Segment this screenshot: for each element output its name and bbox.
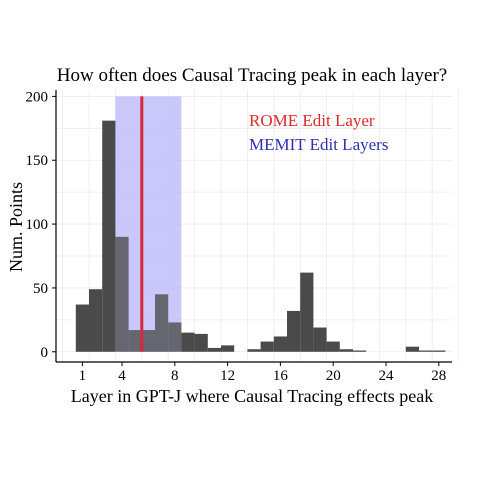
x-tick-label: 24 xyxy=(379,368,395,384)
tick-labels: 1 4 8 12 16 20 24 28 0 50 100 150 200 xyxy=(26,89,447,384)
y-axis-label: Num. Points xyxy=(6,182,26,272)
histogram-bar-layer-10 xyxy=(194,333,208,352)
histogram-bar-layer-14 xyxy=(247,349,261,352)
y-tick-label: 150 xyxy=(26,153,49,169)
histogram-bar-layer-5 xyxy=(128,330,142,352)
x-tick-label: 4 xyxy=(118,368,126,384)
x-tick-label: 16 xyxy=(273,368,289,384)
histogram-bar-layer-27 xyxy=(419,350,433,352)
legend-entry: MEMIT Edit Layers xyxy=(249,135,388,154)
y-tick-label: 100 xyxy=(26,217,49,233)
legend-entry: ROME Edit Layer xyxy=(249,111,375,130)
y-tick-label: 0 xyxy=(41,345,49,361)
x-tick-label: 28 xyxy=(431,368,446,384)
histogram-bar-layer-4 xyxy=(115,236,129,352)
chart-title: How often does Causal Tracing peak in ea… xyxy=(57,65,447,86)
y-tick-label: 50 xyxy=(33,281,48,297)
x-tick-label: 12 xyxy=(220,368,235,384)
x-tick-label: 8 xyxy=(171,368,179,384)
histogram-bar-layer-20 xyxy=(326,341,340,352)
histogram-bar-layer-2 xyxy=(89,289,103,352)
histogram-bar-layer-6 xyxy=(141,330,155,352)
histogram-bar-layer-7 xyxy=(155,294,169,352)
x-tick-label: 20 xyxy=(326,368,341,384)
legend: ROME Edit Layer MEMIT Edit Layers xyxy=(249,111,388,154)
histogram-bar-layer-12 xyxy=(221,345,235,352)
histogram-bar-layer-15 xyxy=(260,341,274,352)
histogram-bar-layer-18 xyxy=(300,272,314,352)
histogram-bar-layer-9 xyxy=(181,332,195,352)
histogram-bar-layer-1 xyxy=(75,304,89,352)
bars xyxy=(75,120,446,352)
histogram-bar-layer-8 xyxy=(168,322,182,352)
histogram-bar-layer-21 xyxy=(339,349,353,352)
histogram-bar-layer-19 xyxy=(313,327,327,352)
y-tick-label: 200 xyxy=(26,89,49,105)
histogram-bar-layer-16 xyxy=(273,336,287,352)
histogram-bar-layer-26 xyxy=(405,346,419,352)
histogram-bar-layer-22 xyxy=(353,350,367,352)
x-tick-label: 1 xyxy=(79,368,87,384)
x-axis-label: Layer in GPT-J where Causal Tracing effe… xyxy=(71,386,433,406)
grid-lines xyxy=(56,90,460,362)
histogram-bar-layer-28 xyxy=(432,350,446,352)
histogram-bar-layer-17 xyxy=(287,310,301,352)
histogram-bar-layer-11 xyxy=(207,347,221,352)
histogram-bar-layer-3 xyxy=(102,120,116,352)
